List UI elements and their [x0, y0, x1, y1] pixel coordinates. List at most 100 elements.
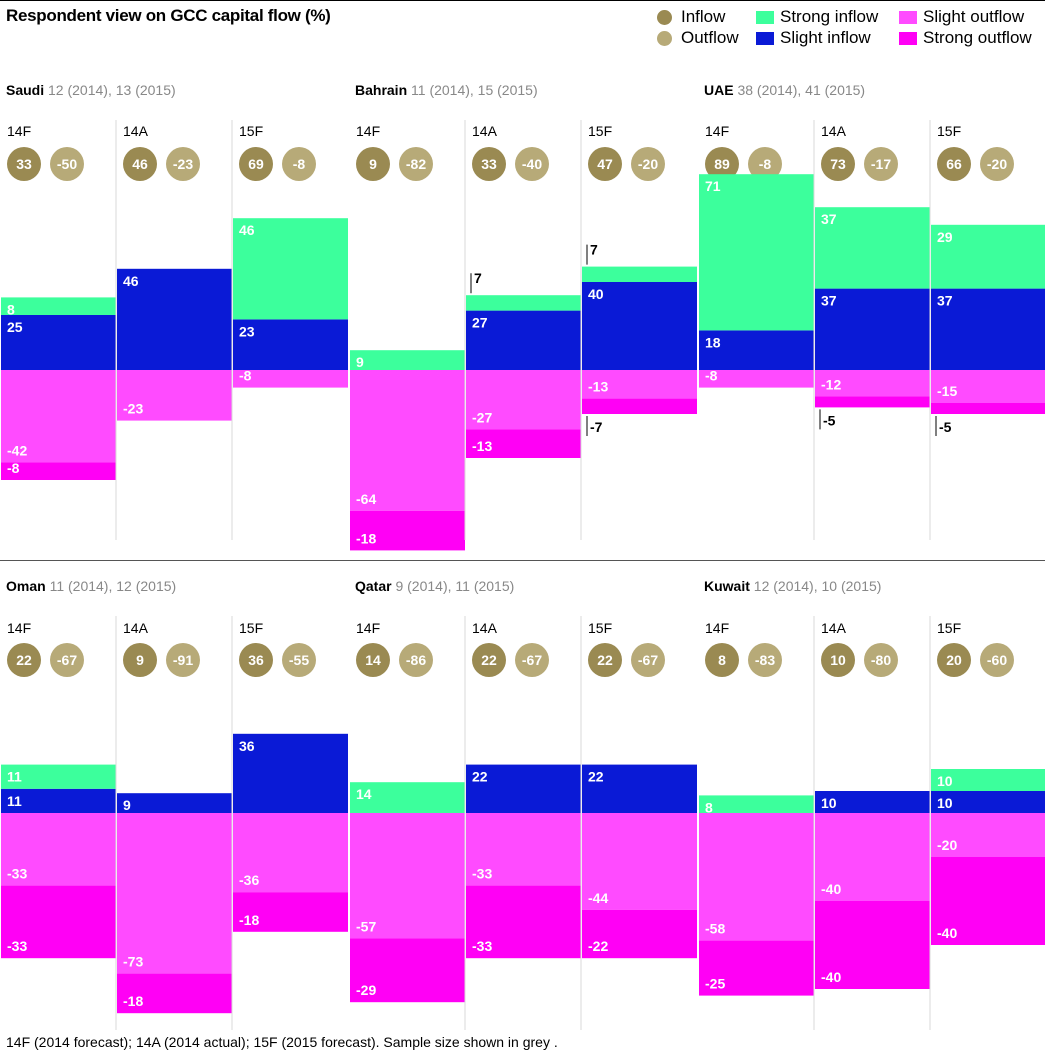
strong-outflow-label: -33 [472, 938, 492, 954]
inflow-total-circle [937, 643, 971, 677]
strong-outflow-bar [350, 510, 465, 551]
inflow-total-value: 33 [16, 156, 32, 172]
slight-inflow-label: 37 [821, 293, 837, 309]
legend-label-strong-outflow: Strong outflow [923, 28, 1032, 47]
slight-inflow-label: 18 [705, 334, 721, 350]
sample-size: 11 (2014), 12 (2015) [50, 578, 177, 594]
slight-inflow-bar [466, 764, 581, 813]
period-label: 14A [472, 620, 498, 636]
inflow-total-value: 47 [597, 156, 613, 172]
slight-outflow-bar [1, 813, 116, 886]
inflow-total-circle [937, 147, 971, 181]
slight-outflow-label: -44 [588, 890, 608, 906]
legend: Inflow Outflow Strong inflow Slight infl… [0, 0, 1045, 50]
outflow-total-value: -40 [522, 156, 542, 172]
period-label: 14A [123, 123, 149, 139]
strong-inflow-label: 14 [356, 786, 372, 802]
outflow-total-value: -86 [406, 652, 426, 668]
slight-inflow-bar [1, 315, 116, 370]
inflow-total-circle [705, 643, 739, 677]
inflow-total-circle [821, 147, 855, 181]
inflow-total-circle [7, 643, 41, 677]
strong-inflow-label: 29 [937, 229, 953, 245]
slight-outflow-label: -36 [239, 872, 259, 888]
inflow-total-circle [588, 643, 622, 677]
outflow-total-value: -20 [987, 156, 1007, 172]
outflow-total-circle [282, 643, 316, 677]
inflow-total-value: 8 [718, 652, 726, 668]
slight-outflow-label: -73 [123, 954, 143, 970]
period-label: 14F [356, 620, 380, 636]
legend-label-slight-inflow: Slight inflow [780, 28, 871, 47]
country-name: UAE [704, 82, 737, 98]
outflow-total-value: -8 [293, 156, 306, 172]
slight-inflow-bar [815, 288, 930, 370]
inflow-total-circle [705, 147, 739, 181]
inflow-total-value: 20 [946, 652, 962, 668]
slight-inflow-label: 36 [239, 738, 255, 754]
outflow-circle-icon [657, 31, 672, 46]
country-name: Saudi [6, 82, 48, 98]
sample-size: 12 (2014), 10 (2015) [754, 578, 882, 594]
top-rule [0, 0, 1045, 1]
period-label: 14F [7, 123, 31, 139]
outflow-total-circle [399, 147, 433, 181]
footnote: 14F (2014 forecast); 14A (2014 actual); … [6, 1034, 558, 1050]
period-label: 14A [821, 620, 847, 636]
slight-inflow-label: 22 [588, 769, 604, 785]
period-label: 14A [472, 123, 498, 139]
inflow-circle-icon [657, 10, 672, 25]
panel-header: Oman 11 (2014), 12 (2015) [6, 578, 176, 594]
sample-size: 12 (2014), 13 (2015) [48, 82, 176, 98]
period-label: 15F [937, 123, 961, 139]
strong-inflow-bar [931, 224, 1045, 289]
period-label: 15F [239, 620, 263, 636]
slight-inflow-label: 22 [472, 769, 488, 785]
slight-outflow-label: -23 [123, 401, 143, 417]
slight-outflow-label: -8 [239, 368, 252, 384]
inflow-total-value: 66 [946, 156, 962, 172]
slight-inflow-label: 10 [821, 795, 837, 811]
outflow-tick-label: -5 [823, 412, 836, 428]
slight-outflow-label: -64 [356, 491, 376, 507]
period-label: 14F [705, 123, 729, 139]
slight-outflow-label: -8 [705, 368, 718, 384]
outflow-total-circle [748, 147, 782, 181]
slight-inflow-bar [1, 788, 116, 813]
sample-size: 38 (2014), 41 (2015) [737, 82, 865, 98]
slight-outflow-bar [233, 813, 348, 893]
slight-outflow-label: -58 [705, 921, 725, 937]
strong-outflow-label: -13 [472, 438, 492, 454]
outflow-total-circle [980, 147, 1014, 181]
inflow-total-value: 10 [830, 652, 846, 668]
slight-outflow-bar [117, 813, 232, 974]
slight-inflow-bar [117, 793, 232, 813]
inflow-total-circle [356, 643, 390, 677]
strong-outflow-bar [233, 892, 348, 932]
slight-inflow-bar [117, 268, 232, 370]
outflow-total-circle [282, 147, 316, 181]
strong-inflow-bar [582, 266, 697, 282]
strong-inflow-label: 9 [356, 354, 364, 370]
inflow-total-value: 46 [132, 156, 148, 172]
outflow-total-circle [166, 147, 200, 181]
slight-outflow-bar [931, 813, 1045, 857]
outflow-total-circle [399, 643, 433, 677]
period-label: 14F [7, 620, 31, 636]
slight-inflow-label: 27 [472, 315, 488, 331]
slight-inflow-bar [931, 288, 1045, 370]
strong-outflow-label: -29 [356, 982, 376, 998]
slight-outflow-bar [117, 370, 232, 421]
inflow-total-value: 22 [597, 652, 613, 668]
slight-outflow-bar [350, 813, 465, 939]
strong-outflow-label: -18 [356, 530, 376, 546]
inflow-total-circle [356, 147, 390, 181]
strong-inflow-bar [466, 295, 581, 311]
outflow-total-value: -50 [57, 156, 77, 172]
slight-outflow-label: -20 [937, 837, 957, 853]
inflow-total-value: 14 [365, 652, 381, 668]
strong-inflow-label: 46 [239, 222, 255, 238]
period-label: 14A [123, 620, 149, 636]
slight-outflow-bar [350, 370, 465, 511]
